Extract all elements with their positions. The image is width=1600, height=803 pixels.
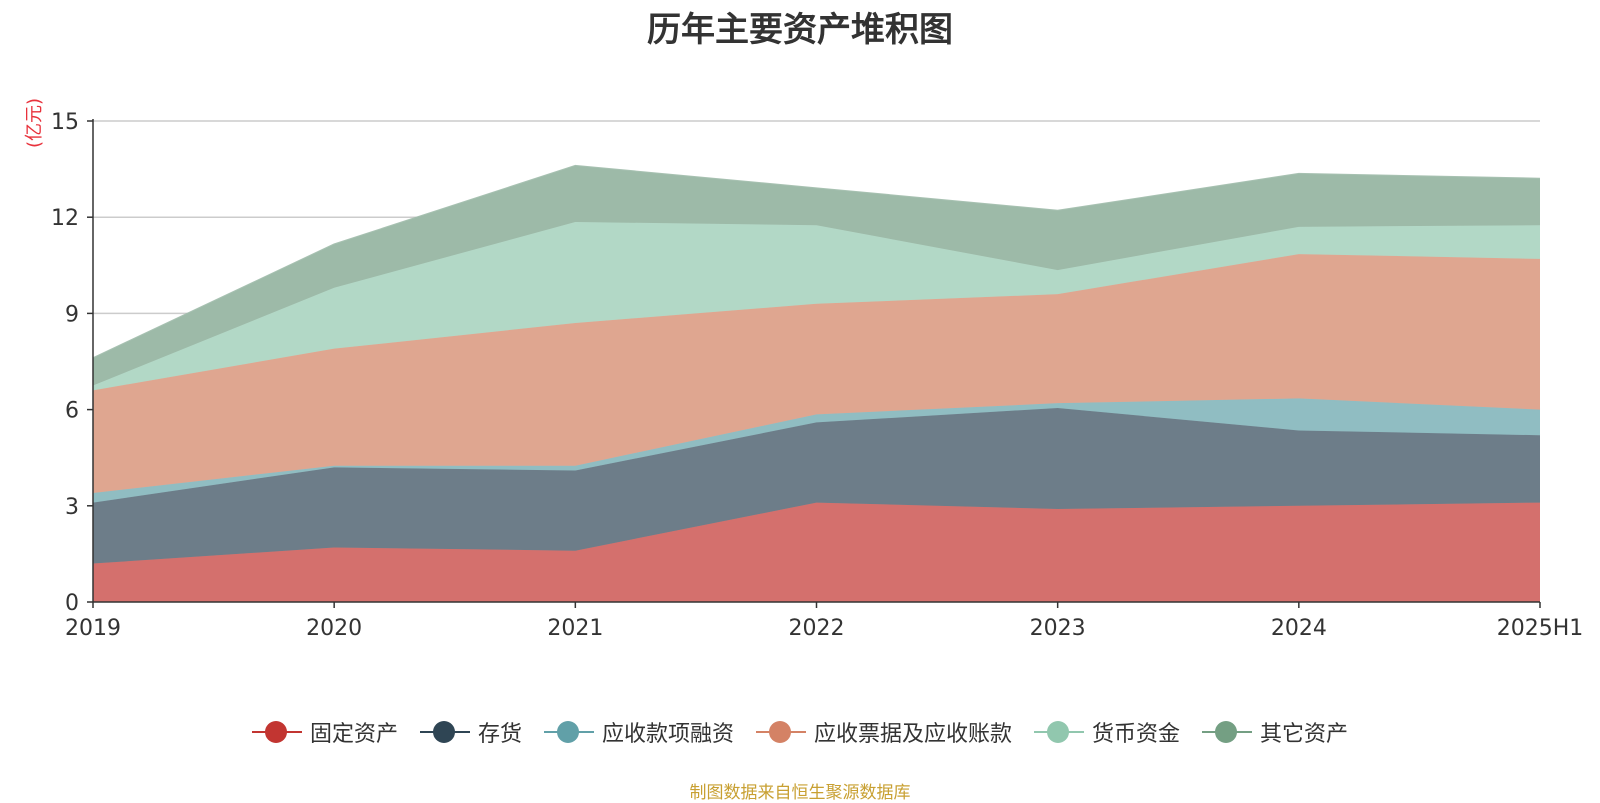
- legend-marker-icon: [251, 720, 302, 744]
- legend: 固定资产 存货 应收款项融资 应收票据及应收账款 货币资金 其它资产: [0, 716, 1600, 748]
- area-series-4: [93, 222, 1540, 391]
- y-tick-label-0: 0: [65, 591, 79, 616]
- axes: [87, 119, 1541, 608]
- area-series: [92, 164, 1541, 602]
- legend-item-2[interactable]: 应收款项融资: [543, 716, 734, 748]
- legend-label: 应收票据及应收账款: [814, 722, 1013, 747]
- y-tick-label-12: 12: [51, 206, 79, 231]
- legend-item-1[interactable]: 存货: [419, 716, 522, 748]
- legend-label: 货币资金: [1092, 722, 1181, 747]
- area-series-2: [93, 398, 1540, 503]
- x-tick-label-6: 2025H1: [1497, 616, 1584, 641]
- chart-title: 历年主要资产堆积图: [647, 10, 953, 50]
- legend-item-4[interactable]: 货币资金: [1034, 716, 1180, 748]
- y-tick-label-3: 3: [65, 495, 79, 520]
- area-series-5: [93, 165, 1540, 386]
- legend-item-5[interactable]: 其它资产: [1202, 716, 1348, 748]
- y-tick-label-15: 15: [51, 110, 79, 135]
- legend-label: 存货: [477, 722, 522, 747]
- x-tick-label-0: 2019: [65, 616, 121, 641]
- x-tick-label-1: 2020: [306, 616, 362, 641]
- x-tick-label-4: 2023: [1030, 616, 1086, 641]
- legend-marker-icon: [1202, 720, 1253, 744]
- x-tick-label-5: 2024: [1271, 616, 1327, 641]
- x-tick-label-2: 2021: [547, 616, 603, 641]
- tick-labels: 0 3 6 9 12 15 2019 2020 2021 2022 2023 2024 2025H1: [51, 110, 1583, 641]
- area-series-1: [93, 407, 1540, 564]
- area-edge-5: [92, 164, 1541, 360]
- legend-label: 其它资产: [1260, 722, 1349, 747]
- legend-item-3[interactable]: 应收票据及应收账款: [756, 716, 1012, 748]
- legend-label: 应收款项融资: [601, 722, 734, 747]
- legend-item-0[interactable]: 固定资产: [251, 716, 398, 748]
- y-tick-label-9: 9: [65, 302, 79, 327]
- area-series-0: [93, 502, 1540, 602]
- source-note: 制图数据来自恒生聚源数据库: [689, 783, 911, 803]
- legend-marker-icon: [543, 720, 594, 744]
- legend-marker-icon: [419, 720, 470, 744]
- area-series-3: [93, 254, 1540, 493]
- legend-marker-icon: [756, 720, 806, 744]
- x-tick-label-3: 2022: [789, 616, 845, 641]
- legend-marker-icon: [1034, 720, 1085, 744]
- y-tick-label-6: 6: [65, 399, 79, 424]
- legend-label: 固定资产: [309, 722, 398, 747]
